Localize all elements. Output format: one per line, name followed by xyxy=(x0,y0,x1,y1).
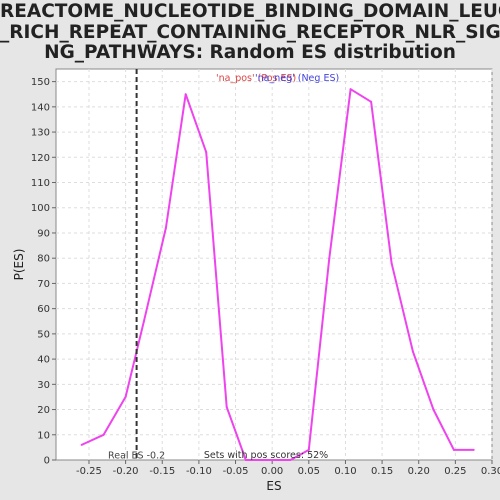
y-tick-label: 30 xyxy=(37,380,50,391)
y-tick-label: 110 xyxy=(31,178,50,189)
x-tick-label: 0.15 xyxy=(371,466,393,477)
chart-title-line-1: REACTOME_NUCLEOTIDE_BINDING_DOMAIN_LEUCI… xyxy=(0,1,500,22)
x-tick-label: -0.25 xyxy=(76,466,102,477)
pos-es-legend-label: 'na_pos' (Pos ES) xyxy=(216,73,296,84)
x-tick-label: -0.15 xyxy=(149,466,175,477)
y-tick-label: 130 xyxy=(31,128,50,139)
data-point xyxy=(164,226,167,229)
y-axis-label: P(ES) xyxy=(12,249,26,281)
x-tick-label: -0.10 xyxy=(186,466,212,477)
y-tick-label: 120 xyxy=(31,153,50,164)
data-point xyxy=(370,100,373,103)
y-tick-label: 100 xyxy=(31,203,50,214)
data-point xyxy=(472,448,475,451)
x-tick-label: 0.00 xyxy=(261,466,283,477)
x-tick-label: -0.05 xyxy=(223,466,249,477)
data-point xyxy=(124,395,127,398)
x-tick-label: 0.10 xyxy=(334,466,356,477)
y-tick-label: 140 xyxy=(31,102,50,113)
distribution-curve-layer xyxy=(80,88,475,461)
data-point xyxy=(80,443,83,446)
data-point xyxy=(225,406,228,409)
x-tick-label: -0.20 xyxy=(113,466,139,477)
chart-title-line-3: NG_PATHWAYS: Random ES distribution xyxy=(44,42,456,63)
x-axis-label: ES xyxy=(266,479,281,493)
real-es-label: Real ES -0.2 xyxy=(108,451,165,462)
x-tick-label: 0.05 xyxy=(298,466,320,477)
data-point xyxy=(184,93,187,96)
y-tick-label: 0 xyxy=(44,456,50,467)
y-tick-label: 150 xyxy=(31,77,50,88)
data-point xyxy=(102,433,105,436)
x-tick-label: 0.30 xyxy=(481,466,500,477)
data-point xyxy=(349,88,352,91)
x-tick-label: 0.20 xyxy=(408,466,430,477)
data-point xyxy=(289,459,292,461)
es-distribution-line xyxy=(81,88,474,461)
neg-es-legend-label: 'na_neg' (Neg ES) xyxy=(255,73,339,84)
y-tick-label: 10 xyxy=(37,430,50,441)
data-point xyxy=(142,320,145,323)
y-tick-label: 40 xyxy=(37,355,50,366)
y-tick-label: 90 xyxy=(37,228,50,239)
plot-area xyxy=(55,68,493,461)
y-tick-label: 20 xyxy=(37,405,50,416)
data-point xyxy=(307,448,310,451)
grid-lines xyxy=(56,69,493,460)
y-tick-label: 60 xyxy=(37,304,50,315)
data-point xyxy=(244,459,247,461)
data-point xyxy=(432,408,435,411)
pos-scores-annotation: Sets with pos scores: 52% xyxy=(204,450,328,461)
data-point xyxy=(267,459,270,461)
axis-ticks: 0 10 20 30 40 50 60 70 80 90 100 110 120 130 140 150 -0.… xyxy=(31,77,500,477)
data-point xyxy=(411,350,414,353)
data-point xyxy=(328,257,331,260)
y-tick-label: 50 xyxy=(37,329,50,340)
chart-title: REACTOME_NUCLEOTIDE_BINDING_DOMAIN_LEUCI… xyxy=(0,1,500,64)
data-point xyxy=(452,448,455,451)
data-point xyxy=(390,262,393,265)
y-tick-label: 80 xyxy=(37,254,50,265)
chart-title-line-2: _RICH_REPEAT_CONTAINING_RECEPTOR_NLR_SIG… xyxy=(0,21,500,43)
data-point xyxy=(205,151,208,154)
y-tick-label: 70 xyxy=(37,279,50,290)
x-tick-label: 0.25 xyxy=(444,466,466,477)
